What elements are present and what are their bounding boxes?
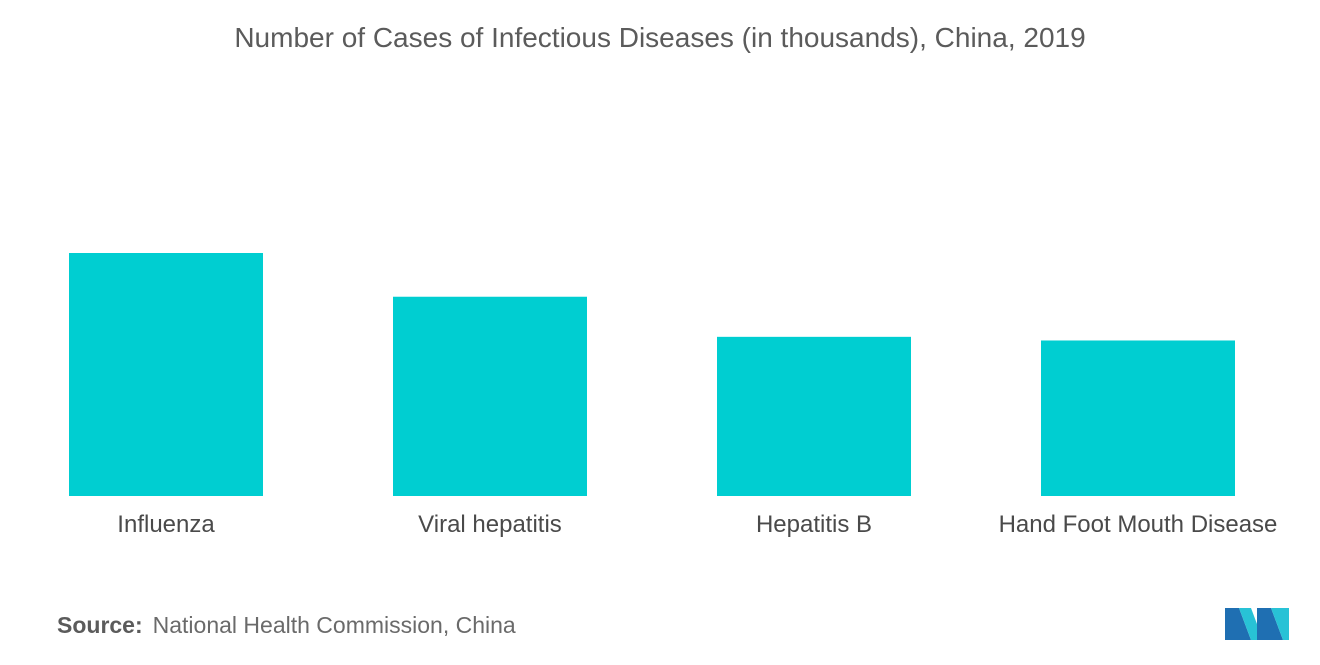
source-text: National Health Commission, China [152,612,516,638]
mordor-logo-icon [1225,608,1289,640]
x-tick-label: Hepatitis B [756,511,872,538]
x-tick-label: Influenza [117,511,215,538]
bar-hepatitis-b [717,336,911,496]
source-label: Source: [57,612,143,638]
source-note: Source: National Health Commission, China [57,612,516,639]
chart-title: Number of Cases of Infectious Diseases (… [234,22,1086,53]
bar-viral-hepatitis [393,296,587,496]
bar-chart: Influenza Viral hepatitis Hepatitis B Hand … [69,253,1278,538]
bar-influenza [69,253,263,496]
x-tick-label: Viral hepatitis [418,511,562,538]
bar-hand-foot-mouth-disease [1041,340,1235,496]
x-tick-label: Hand Foot Mouth Disease [999,511,1278,538]
